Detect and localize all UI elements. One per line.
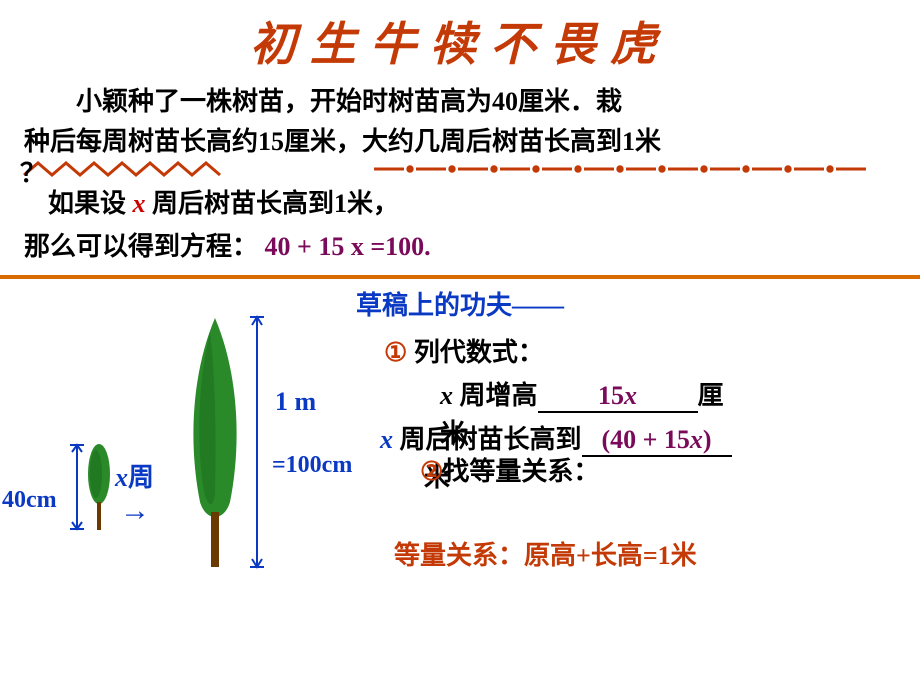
eq-relation-label: 等量关系： <box>394 541 524 570</box>
dimension-small-icon <box>70 442 84 532</box>
initial-height: 40 <box>492 87 518 116</box>
label-100cm: =100cm <box>272 452 352 479</box>
zigzag-decoration: ？ <box>0 159 920 179</box>
problem-part-2: 种后每周树苗长高约 <box>24 127 258 156</box>
x-week-var: x <box>115 463 128 492</box>
variable-x: x <box>133 189 146 218</box>
r2-text: 周后树苗长高到 <box>393 425 582 454</box>
equation-line: 那么可以得到方程： 40 + 15 x =100. <box>0 220 920 271</box>
r1-var-x: x <box>440 381 453 410</box>
problem-part-1: 小颖种了一株树苗，开始时树苗高为 <box>76 87 492 116</box>
equation-value: 40 + 15 x =100. <box>265 232 431 261</box>
unit-2: 厘米，大约几周后树苗长高到 <box>284 127 622 156</box>
small-tree-icon <box>84 442 114 532</box>
question-mark: ？ <box>20 153 46 190</box>
problem-text: 小颖种了一株树苗，开始时树苗高为40厘米．栽 种后每周树苗长高约15厘米，大约几… <box>0 74 920 163</box>
unit-3: 米 <box>635 127 661 156</box>
r1-unit: 厘 <box>698 381 724 410</box>
assume-x-line: 如果设 x 周后树苗长高到1米， <box>0 181 920 220</box>
r2-fill: (40 + 15x) <box>601 425 711 454</box>
x-week-unit: 周 <box>128 463 154 492</box>
steps-content: ① 列代数式： x 周增高15x厘 米 x 周后树苗长高到(40 + 15x) … <box>384 332 920 578</box>
equation-label: 那么可以得到方程： <box>24 232 258 261</box>
assume-prefix: 如果设 <box>48 189 133 218</box>
label-1m: 1 m <box>275 387 316 417</box>
target-height: 1 <box>622 127 635 156</box>
step-1-num: ① <box>384 338 407 367</box>
step-2-label: 找等量关系： <box>443 457 599 486</box>
tree-diagram: 40cm x周 → 1 m <box>0 342 330 642</box>
equation-relation-row: 等量关系：原高+长高=1米 <box>384 535 920 572</box>
assume-suffix: 周后树苗长高到1米， <box>146 189 400 218</box>
r1-text: 周增高 <box>453 381 538 410</box>
label-100cm-text: =100cm <box>272 452 352 478</box>
dimension-big-icon <box>250 312 264 572</box>
step-2-num: ② <box>420 457 443 486</box>
r1-fill: 15x <box>598 381 637 410</box>
step-1-header: ① 列代数式： <box>384 332 920 369</box>
r2-var-x: x <box>380 425 393 454</box>
lower-section: 40cm x周 → 1 m <box>0 332 920 652</box>
slide-title: 初生牛犊不畏虎 <box>0 0 920 74</box>
label-40cm: 40cm <box>2 487 57 514</box>
big-tree-icon <box>180 312 250 572</box>
label-x-week: x周 <box>115 457 154 494</box>
arrow-icon: → <box>120 494 150 528</box>
step-1-label: 列代数式： <box>414 338 544 367</box>
subheader-text: 草稿上的功夫—— <box>0 279 920 332</box>
unit-1: 厘米．栽 <box>518 87 622 116</box>
weekly-growth: 15 <box>258 127 284 156</box>
eq-relation-value: 原高+长高=1米 <box>524 541 697 570</box>
step-1-row-2: x 周后树苗长高到(40 + 15x) 米 ②找等量关系： <box>384 419 920 487</box>
